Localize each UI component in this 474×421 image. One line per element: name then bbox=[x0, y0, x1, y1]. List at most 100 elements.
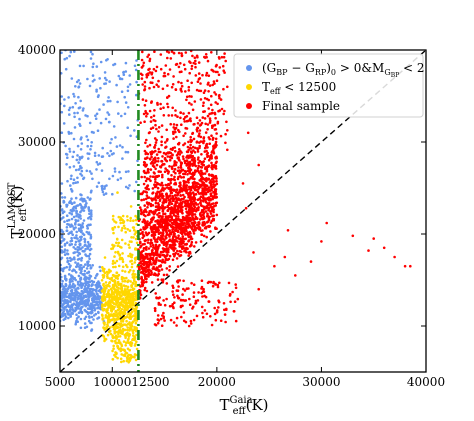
data-point bbox=[214, 101, 217, 104]
data-point bbox=[180, 219, 183, 223]
data-point bbox=[214, 161, 218, 165]
data-point bbox=[214, 137, 218, 141]
data-point bbox=[79, 271, 82, 275]
data-point bbox=[257, 163, 261, 167]
data-point bbox=[62, 201, 65, 204]
data-point bbox=[192, 123, 195, 126]
data-point bbox=[157, 229, 160, 232]
data-point bbox=[160, 140, 163, 143]
data-point bbox=[74, 240, 78, 244]
data-point bbox=[135, 93, 138, 97]
data-point bbox=[149, 168, 153, 171]
data-point bbox=[206, 128, 209, 131]
data-point bbox=[174, 109, 177, 112]
data-point bbox=[75, 214, 78, 218]
data-point bbox=[177, 210, 180, 214]
data-point bbox=[111, 214, 115, 218]
data-point bbox=[158, 211, 161, 215]
data-point bbox=[95, 160, 99, 164]
data-point bbox=[115, 271, 119, 275]
data-point bbox=[79, 326, 83, 330]
data-point bbox=[168, 215, 171, 218]
data-point bbox=[197, 72, 201, 75]
data-point bbox=[143, 288, 146, 292]
data-point bbox=[93, 154, 97, 157]
data-point bbox=[61, 315, 64, 318]
data-point bbox=[177, 197, 180, 200]
data-point bbox=[67, 223, 71, 226]
data-point bbox=[195, 54, 199, 58]
data-point bbox=[68, 310, 71, 313]
data-point bbox=[174, 194, 177, 197]
data-point bbox=[71, 155, 75, 159]
data-point bbox=[88, 198, 92, 201]
data-point bbox=[72, 150, 76, 154]
data-point bbox=[100, 169, 104, 172]
data-point bbox=[143, 286, 147, 290]
data-point bbox=[106, 111, 109, 114]
data-point bbox=[202, 212, 205, 215]
data-point bbox=[223, 313, 227, 316]
data-point bbox=[134, 358, 138, 362]
data-point bbox=[112, 317, 115, 320]
data-point bbox=[86, 293, 90, 296]
data-point bbox=[111, 290, 114, 294]
data-point bbox=[124, 185, 128, 189]
data-point bbox=[116, 308, 120, 312]
data-point bbox=[84, 263, 87, 266]
data-point bbox=[80, 259, 83, 262]
data-point bbox=[190, 281, 193, 285]
y-tick-label: 40000 bbox=[18, 43, 56, 57]
data-point bbox=[145, 261, 149, 264]
data-point bbox=[130, 342, 134, 345]
data-point bbox=[168, 158, 172, 162]
data-point bbox=[169, 318, 173, 322]
data-point bbox=[166, 102, 169, 106]
data-point bbox=[147, 238, 150, 242]
data-point bbox=[182, 172, 185, 176]
data-point bbox=[174, 204, 177, 207]
data-point bbox=[71, 207, 75, 210]
data-point bbox=[79, 214, 82, 218]
data-point bbox=[177, 234, 180, 237]
data-point bbox=[67, 300, 70, 303]
data-point bbox=[80, 285, 83, 289]
data-point bbox=[186, 150, 190, 154]
data-point bbox=[215, 213, 219, 217]
data-point bbox=[63, 253, 67, 256]
data-point bbox=[155, 138, 158, 142]
data-point bbox=[197, 134, 200, 138]
data-point bbox=[165, 200, 168, 203]
data-point bbox=[108, 154, 111, 158]
data-point bbox=[126, 150, 130, 154]
data-point bbox=[213, 91, 216, 94]
data-point bbox=[117, 339, 121, 342]
data-point bbox=[146, 241, 150, 244]
data-point bbox=[206, 206, 209, 209]
data-point bbox=[194, 201, 197, 205]
data-point bbox=[132, 272, 135, 275]
series-1-points bbox=[100, 191, 139, 364]
data-point bbox=[88, 316, 91, 319]
data-point bbox=[180, 298, 183, 302]
data-point bbox=[172, 178, 175, 181]
data-point bbox=[154, 230, 158, 234]
data-point bbox=[154, 251, 158, 255]
data-point bbox=[66, 312, 70, 315]
data-point bbox=[177, 207, 180, 210]
data-point bbox=[144, 267, 148, 270]
data-point bbox=[161, 231, 165, 235]
data-point bbox=[188, 244, 192, 248]
data-point bbox=[99, 60, 103, 64]
data-point bbox=[79, 217, 82, 220]
data-point bbox=[72, 92, 75, 96]
data-point bbox=[121, 226, 124, 230]
data-point bbox=[177, 215, 180, 218]
data-point bbox=[114, 251, 117, 254]
data-point bbox=[224, 132, 227, 136]
data-point bbox=[205, 74, 208, 77]
data-point bbox=[160, 143, 163, 147]
data-point bbox=[116, 250, 120, 254]
data-point bbox=[70, 236, 73, 240]
data-point bbox=[207, 158, 211, 162]
